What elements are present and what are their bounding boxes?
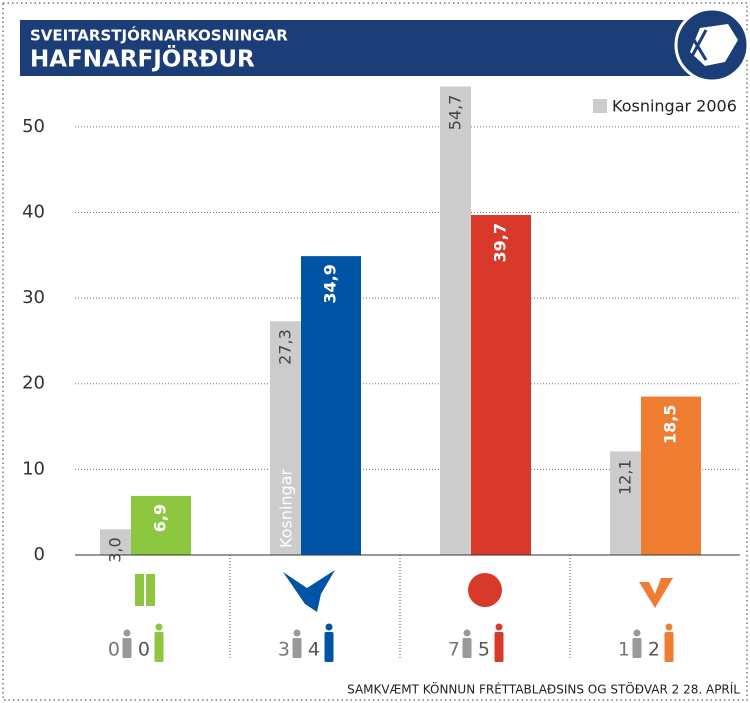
legend-label: Kosningar 2006 <box>612 97 737 116</box>
value-label: 3,0 <box>106 537 125 562</box>
legend-swatch <box>593 99 607 113</box>
seat-count: 0 <box>108 639 120 661</box>
chart-title: SVEITARSTJÓRNARKOSNINGAR <box>30 26 288 45</box>
y-tick-label: 50 <box>22 116 45 137</box>
bar <box>641 396 701 555</box>
bar <box>610 451 641 555</box>
person-body <box>632 638 642 658</box>
seat-count: 3 <box>278 639 290 661</box>
person-body <box>122 638 132 658</box>
value-label: 54,7 <box>446 95 465 131</box>
person-icon <box>324 623 334 662</box>
person-icon <box>494 623 504 662</box>
person-icon <box>122 629 132 658</box>
bar <box>131 495 191 555</box>
person-body <box>462 638 472 658</box>
seat-count: 2 <box>648 639 660 661</box>
person-body <box>154 632 164 662</box>
y-tick-label: 40 <box>22 201 45 222</box>
person-head <box>495 623 503 631</box>
y-tick-label: 0 <box>34 544 45 565</box>
value-label: 34,9 <box>321 264 340 303</box>
seat-count: 0 <box>138 639 150 661</box>
person-icon <box>154 623 164 662</box>
person-head <box>155 623 163 631</box>
bar <box>301 256 361 555</box>
seat-count: 5 <box>478 639 490 661</box>
y-tick-label: 20 <box>22 373 45 394</box>
person-head <box>633 629 641 637</box>
person-body <box>324 632 334 662</box>
person-body <box>494 632 504 662</box>
person-icon <box>292 629 302 658</box>
title-box <box>20 20 700 76</box>
seat-count: 4 <box>308 639 320 661</box>
source: SAMKVÆMT KÖNNUN FRÉTTABLAÐSINS OG STÖÐVA… <box>347 681 740 697</box>
annotation: Kosningar <box>277 468 296 548</box>
bar <box>270 321 301 555</box>
bar <box>471 215 531 556</box>
seat-count: 1 <box>618 639 630 661</box>
person-icon <box>462 629 472 658</box>
value-label: 27,3 <box>276 329 295 365</box>
chart-subtitle: HAFNARFJÖRÐUR <box>30 45 255 73</box>
person-body <box>292 638 302 658</box>
seat-count: 7 <box>448 639 460 661</box>
y-tick-label: 10 <box>22 458 45 479</box>
party-icon <box>639 578 673 608</box>
bar <box>100 529 131 555</box>
person-head <box>325 623 333 631</box>
value-label: 18,5 <box>661 405 680 444</box>
party-icon <box>283 570 335 612</box>
y-tick-label: 30 <box>22 287 45 308</box>
person-icon <box>632 629 642 658</box>
value-label: 12,1 <box>616 459 635 495</box>
person-head <box>293 629 301 637</box>
bar <box>440 86 471 555</box>
party-icon <box>468 573 502 607</box>
value-label: 6,9 <box>151 504 170 532</box>
value-label: 39,7 <box>491 223 510 262</box>
person-head <box>123 629 131 637</box>
person-head <box>665 623 673 631</box>
person-head <box>463 629 471 637</box>
person-body <box>664 632 674 662</box>
person-icon <box>664 623 674 662</box>
logo <box>674 7 750 83</box>
